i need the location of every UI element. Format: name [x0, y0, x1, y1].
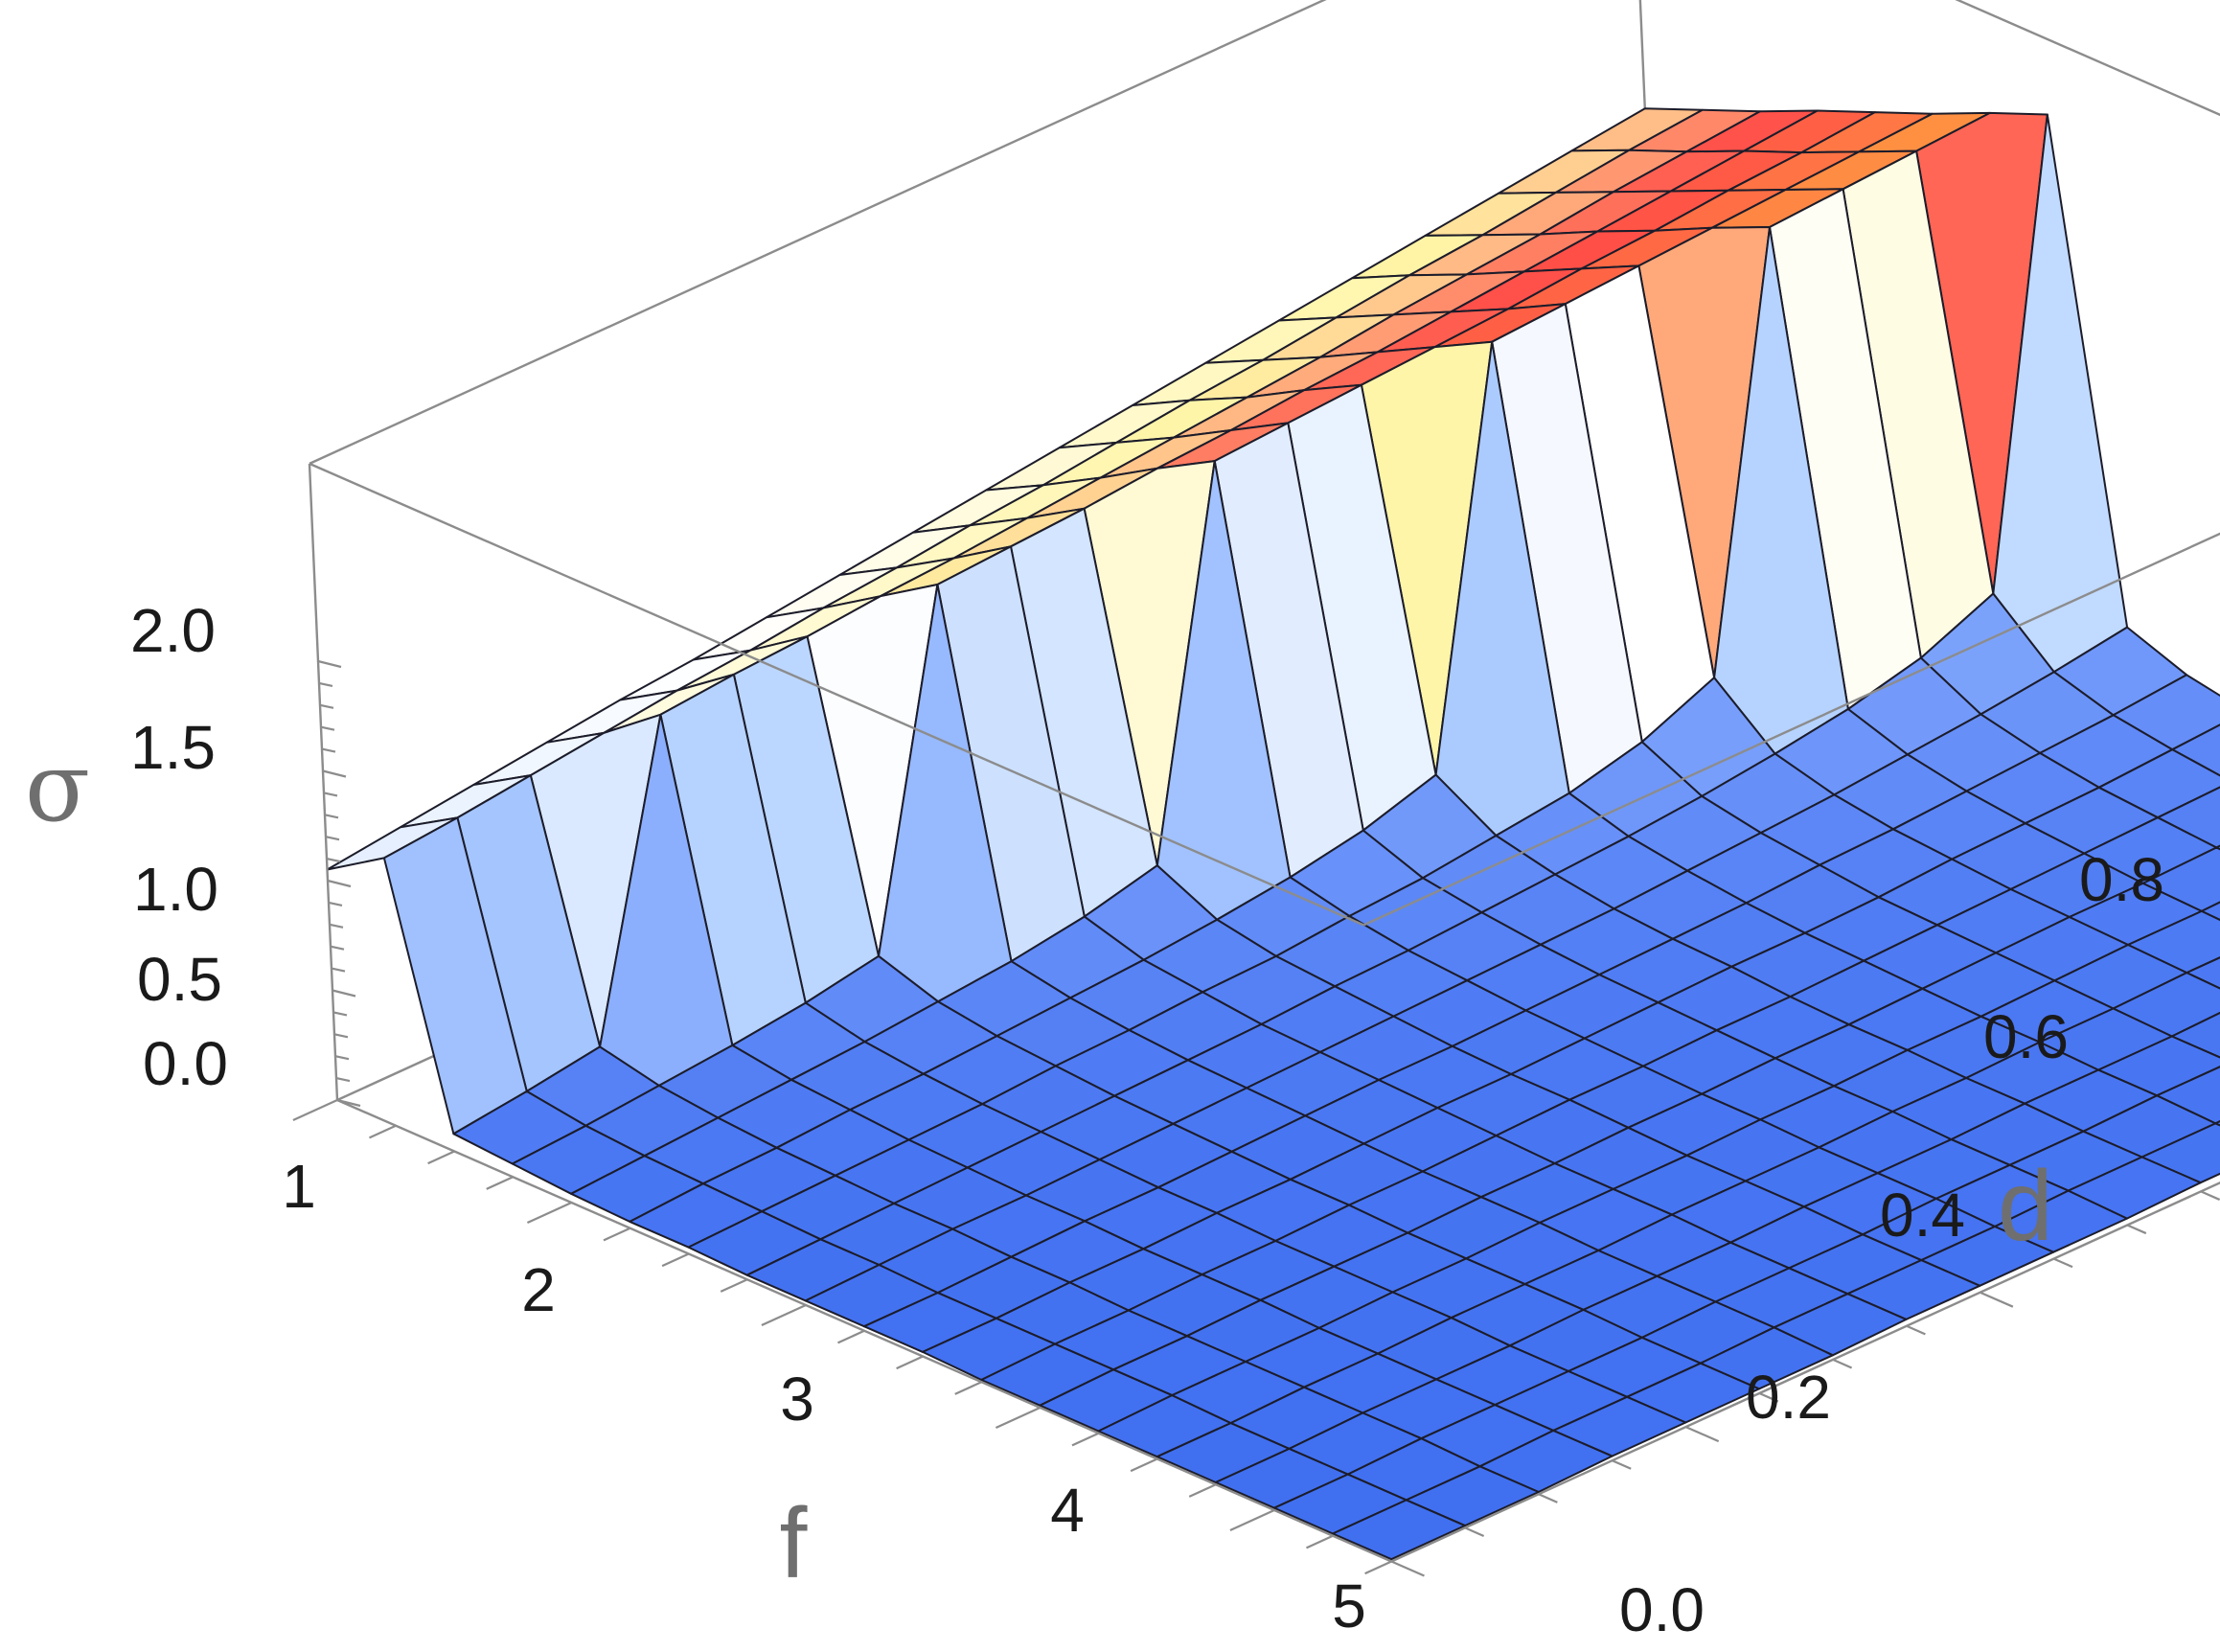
z-tick-mark	[323, 792, 338, 797]
z-axis-label: σ	[25, 731, 90, 843]
z-tick-mark	[330, 945, 345, 951]
y-tick-label: 0.6	[1983, 1002, 2069, 1071]
z-tick-mark	[335, 1077, 351, 1083]
y-tick-mark	[1390, 1560, 1425, 1577]
z-tick-mark	[332, 1011, 348, 1017]
x-tick-labels: 1 2 3 4 5	[282, 1152, 1366, 1641]
x-tick-mark	[1130, 1457, 1158, 1473]
bounding-box-edge	[309, 0, 1327, 465]
z-tick-mark	[329, 923, 344, 929]
x-tick-label: 2	[521, 1255, 556, 1324]
axis-ticks	[292, 659, 2220, 1577]
x-tick-mark	[661, 1252, 690, 1268]
bounding-box-edge	[1362, 532, 2220, 927]
z-tick-mark	[332, 989, 356, 998]
z-tick-mark	[320, 725, 335, 731]
surface-face	[2200, 901, 2220, 922]
bounding-box-edge	[1955, 0, 2220, 117]
z-tick-label: 2.0	[130, 596, 216, 665]
y-tick-mark	[1980, 1291, 2014, 1308]
y-tick-mark	[1685, 1426, 1720, 1443]
z-tick-mark	[328, 901, 343, 906]
z-tick-mark	[324, 814, 339, 819]
z-tick-label: 1.0	[133, 855, 218, 924]
bounding-box-edge	[308, 463, 339, 1101]
z-tick-mark	[317, 659, 342, 669]
x-axis-label: f	[780, 1488, 809, 1599]
z-tick-label: 0.0	[143, 1029, 228, 1098]
x-tick-mark	[1188, 1483, 1217, 1498]
x-tick-mark	[1229, 1508, 1275, 1532]
x-tick-label: 3	[780, 1365, 814, 1434]
x-tick-mark	[1071, 1432, 1100, 1447]
x-tick-mark	[1364, 1560, 1392, 1575]
x-tick-mark	[603, 1227, 631, 1242]
y-tick-mark	[2126, 1224, 2147, 1235]
y-tick-mark	[1612, 1459, 1632, 1470]
y-tick-mark	[1832, 1358, 1853, 1369]
x-tick-mark	[896, 1355, 924, 1370]
z-tick-mark	[325, 836, 340, 841]
surface-face	[1332, 1499, 1466, 1561]
z-tick-mark	[319, 703, 334, 709]
x-tick-label: 1	[282, 1152, 316, 1221]
y-tick-mark	[2053, 1257, 2073, 1269]
y-axis-label: d	[1998, 1151, 2053, 1262]
x-tick-mark	[954, 1381, 982, 1395]
surface-mesh	[326, 107, 2220, 1561]
y-tick-label: 0.2	[1746, 1363, 1831, 1432]
x-tick-mark	[526, 1201, 572, 1225]
y-tick-mark	[1906, 1324, 1926, 1336]
y-tick-mark	[1758, 1391, 1779, 1403]
x-tick-mark	[369, 1124, 397, 1139]
y-tick-label: 0.4	[1880, 1181, 1965, 1250]
z-tick-mark	[327, 879, 352, 888]
y-tick-labels: 0.0 0.2 0.4 0.6 0.8	[1619, 845, 2164, 1644]
y-tick-mark	[1538, 1493, 1558, 1503]
x-tick-mark	[761, 1303, 807, 1327]
x-tick-mark	[1306, 1534, 1334, 1549]
z-tick-mark	[326, 858, 341, 863]
z-tick-label: 0.5	[137, 945, 222, 1014]
y-tick-mark	[2200, 1190, 2220, 1201]
y-tick-mark	[1464, 1526, 1485, 1537]
surface-face	[2186, 956, 2220, 990]
z-tick-mark	[331, 967, 346, 973]
x-tick-mark	[995, 1406, 1041, 1430]
z-tick-mark	[318, 681, 333, 687]
x-tick-mark	[837, 1329, 865, 1344]
z-tick-mark	[322, 769, 347, 778]
x-tick-label: 4	[1050, 1476, 1085, 1545]
z-tick-mark	[321, 747, 336, 753]
x-tick-mark	[292, 1098, 338, 1122]
x-tick-label: 5	[1332, 1572, 1366, 1641]
x-tick-mark	[720, 1278, 748, 1293]
z-tick-mark	[336, 1098, 361, 1108]
z-tick-mark	[334, 1055, 350, 1061]
z-tick-labels: 0.0 0.5 1.0 1.5 2.0	[130, 596, 228, 1098]
bounding-box-edge	[309, 462, 1364, 927]
y-tick-label: 0.0	[1619, 1575, 1705, 1644]
y-tick-label: 0.8	[2079, 845, 2164, 914]
z-tick-label: 1.5	[130, 713, 216, 782]
z-tick-mark	[333, 1033, 349, 1039]
x-tick-mark	[486, 1176, 514, 1190]
x-tick-mark	[427, 1150, 455, 1165]
